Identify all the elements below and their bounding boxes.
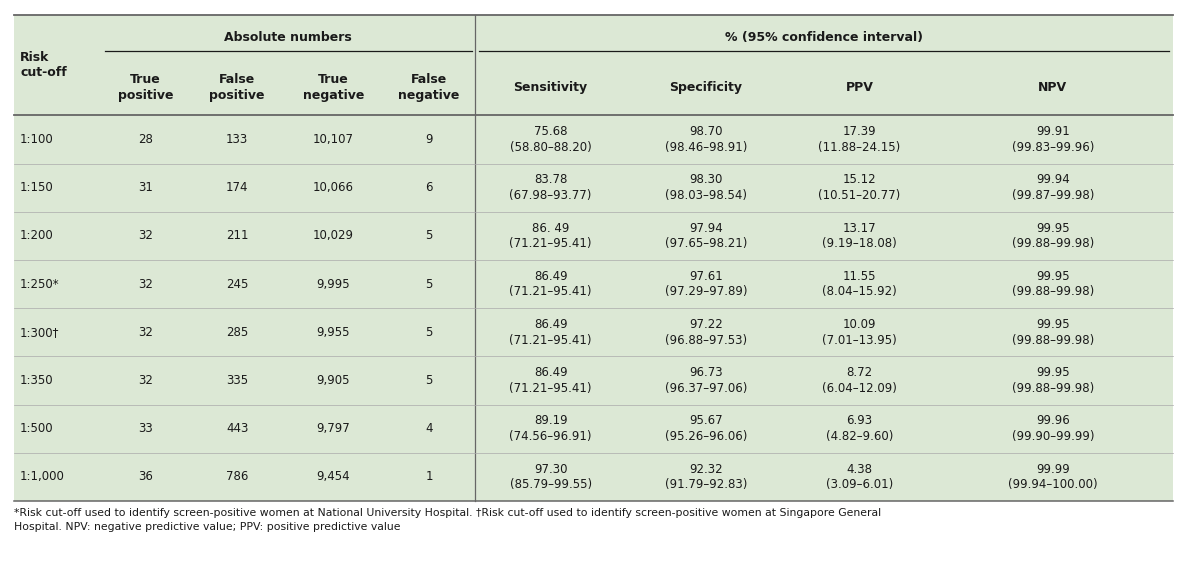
Text: cut-off: cut-off	[20, 66, 67, 79]
Text: 99.94
(99.87–99.98): 99.94 (99.87–99.98)	[1012, 173, 1094, 202]
Text: 89.19
(74.56–96.91): 89.19 (74.56–96.91)	[509, 414, 592, 443]
Text: 1:100: 1:100	[20, 133, 54, 146]
Text: 174: 174	[226, 181, 248, 194]
Text: 1:500: 1:500	[20, 422, 53, 435]
Text: 245: 245	[226, 278, 248, 291]
Text: 92.32
(91.79–92.83): 92.32 (91.79–92.83)	[665, 463, 748, 491]
Bar	[14, 15, 1173, 501]
Text: 211: 211	[226, 229, 248, 243]
Text: True
positive: True positive	[118, 73, 174, 102]
Text: 4.38
(3.09–6.01): 4.38 (3.09–6.01)	[826, 463, 893, 491]
Text: 99.95
(99.88–99.98): 99.95 (99.88–99.98)	[1012, 366, 1094, 395]
Text: 133: 133	[226, 133, 248, 146]
Text: 13.17
(9.19–18.08): 13.17 (9.19–18.08)	[822, 222, 896, 250]
Text: 5: 5	[425, 278, 432, 291]
Text: Risk: Risk	[20, 52, 50, 64]
Text: 11.55
(8.04–15.92): 11.55 (8.04–15.92)	[822, 270, 896, 298]
Text: 1:300†: 1:300†	[20, 326, 59, 339]
Text: 1:150: 1:150	[20, 181, 54, 194]
Text: 4: 4	[425, 422, 432, 435]
Text: 95.67
(95.26–96.06): 95.67 (95.26–96.06)	[665, 414, 748, 443]
Text: 9,454: 9,454	[317, 471, 351, 483]
Text: 335: 335	[226, 374, 248, 387]
Text: NPV: NPV	[1038, 81, 1068, 94]
Text: 1:250*: 1:250*	[20, 278, 60, 291]
Text: 86. 49
(71.21–95.41): 86. 49 (71.21–95.41)	[509, 222, 592, 250]
Text: 5: 5	[425, 229, 432, 243]
Text: True
negative: True negative	[302, 73, 364, 102]
Text: 99.95
(99.88–99.98): 99.95 (99.88–99.98)	[1012, 318, 1094, 346]
Text: Sensitivity: Sensitivity	[514, 81, 588, 94]
Text: 97.94
(97.65–98.21): 97.94 (97.65–98.21)	[665, 222, 748, 250]
Text: % (95% confidence interval): % (95% confidence interval)	[725, 30, 924, 43]
Text: 28: 28	[138, 133, 154, 146]
Text: 86.49
(71.21–95.41): 86.49 (71.21–95.41)	[509, 318, 592, 346]
Text: False
positive: False positive	[209, 73, 265, 102]
Text: 10,107: 10,107	[313, 133, 354, 146]
Text: 17.39
(11.88–24.15): 17.39 (11.88–24.15)	[818, 125, 900, 154]
Text: 10.09
(7.01–13.95): 10.09 (7.01–13.95)	[822, 318, 896, 346]
Text: 285: 285	[226, 326, 248, 339]
Text: 5: 5	[425, 326, 432, 339]
Text: 9,955: 9,955	[317, 326, 350, 339]
Text: 97.30
(85.79–99.55): 97.30 (85.79–99.55)	[509, 463, 592, 491]
Text: 33: 33	[138, 422, 154, 435]
Text: Specificity: Specificity	[670, 81, 743, 94]
Text: 10,029: 10,029	[313, 229, 354, 243]
Text: 10,066: 10,066	[313, 181, 354, 194]
Text: 86.49
(71.21–95.41): 86.49 (71.21–95.41)	[509, 366, 592, 395]
Text: 75.68
(58.80–88.20): 75.68 (58.80–88.20)	[510, 125, 592, 154]
Text: 9: 9	[425, 133, 432, 146]
Text: 98.70
(98.46–98.91): 98.70 (98.46–98.91)	[665, 125, 748, 154]
Text: Absolute numbers: Absolute numbers	[224, 30, 352, 43]
Text: 36: 36	[138, 471, 154, 483]
Text: 1:1,000: 1:1,000	[20, 471, 65, 483]
Text: 1: 1	[425, 471, 432, 483]
Text: 9,797: 9,797	[317, 422, 351, 435]
Text: 83.78
(67.98–93.77): 83.78 (67.98–93.77)	[509, 173, 592, 202]
Text: 99.95
(99.88–99.98): 99.95 (99.88–99.98)	[1012, 270, 1094, 298]
Text: 99.91
(99.83–99.96): 99.91 (99.83–99.96)	[1012, 125, 1094, 154]
Text: 32: 32	[138, 326, 154, 339]
Text: 32: 32	[138, 374, 154, 387]
Text: 9,995: 9,995	[317, 278, 351, 291]
Text: 99.95
(99.88–99.98): 99.95 (99.88–99.98)	[1012, 222, 1094, 250]
Text: PPV: PPV	[846, 81, 873, 94]
Text: 31: 31	[138, 181, 154, 194]
Text: 6.93
(4.82–9.60): 6.93 (4.82–9.60)	[826, 414, 893, 443]
Text: 97.22
(96.88–97.53): 97.22 (96.88–97.53)	[665, 318, 746, 346]
Text: 443: 443	[226, 422, 248, 435]
Text: 97.61
(97.29–97.89): 97.61 (97.29–97.89)	[665, 270, 748, 298]
Text: 8.72
(6.04–12.09): 8.72 (6.04–12.09)	[822, 366, 896, 395]
Text: 1:350: 1:350	[20, 374, 53, 387]
Text: 1:200: 1:200	[20, 229, 54, 243]
Text: 786: 786	[226, 471, 248, 483]
Text: *Risk cut-off used to identify screen-positive women at National University Hosp: *Risk cut-off used to identify screen-po…	[14, 508, 881, 532]
Text: False
negative: False negative	[398, 73, 459, 102]
Text: 98.30
(98.03–98.54): 98.30 (98.03–98.54)	[665, 173, 746, 202]
Text: 5: 5	[425, 374, 432, 387]
Text: 32: 32	[138, 229, 154, 243]
Text: 15.12
(10.51–20.77): 15.12 (10.51–20.77)	[818, 173, 900, 202]
Text: 99.96
(99.90–99.99): 99.96 (99.90–99.99)	[1012, 414, 1094, 443]
Text: 9,905: 9,905	[317, 374, 350, 387]
Text: 99.99
(99.94–100.00): 99.99 (99.94–100.00)	[1009, 463, 1097, 491]
Text: 86.49
(71.21–95.41): 86.49 (71.21–95.41)	[509, 270, 592, 298]
Text: 6: 6	[425, 181, 432, 194]
Text: 96.73
(96.37–97.06): 96.73 (96.37–97.06)	[665, 366, 748, 395]
Text: 32: 32	[138, 278, 154, 291]
